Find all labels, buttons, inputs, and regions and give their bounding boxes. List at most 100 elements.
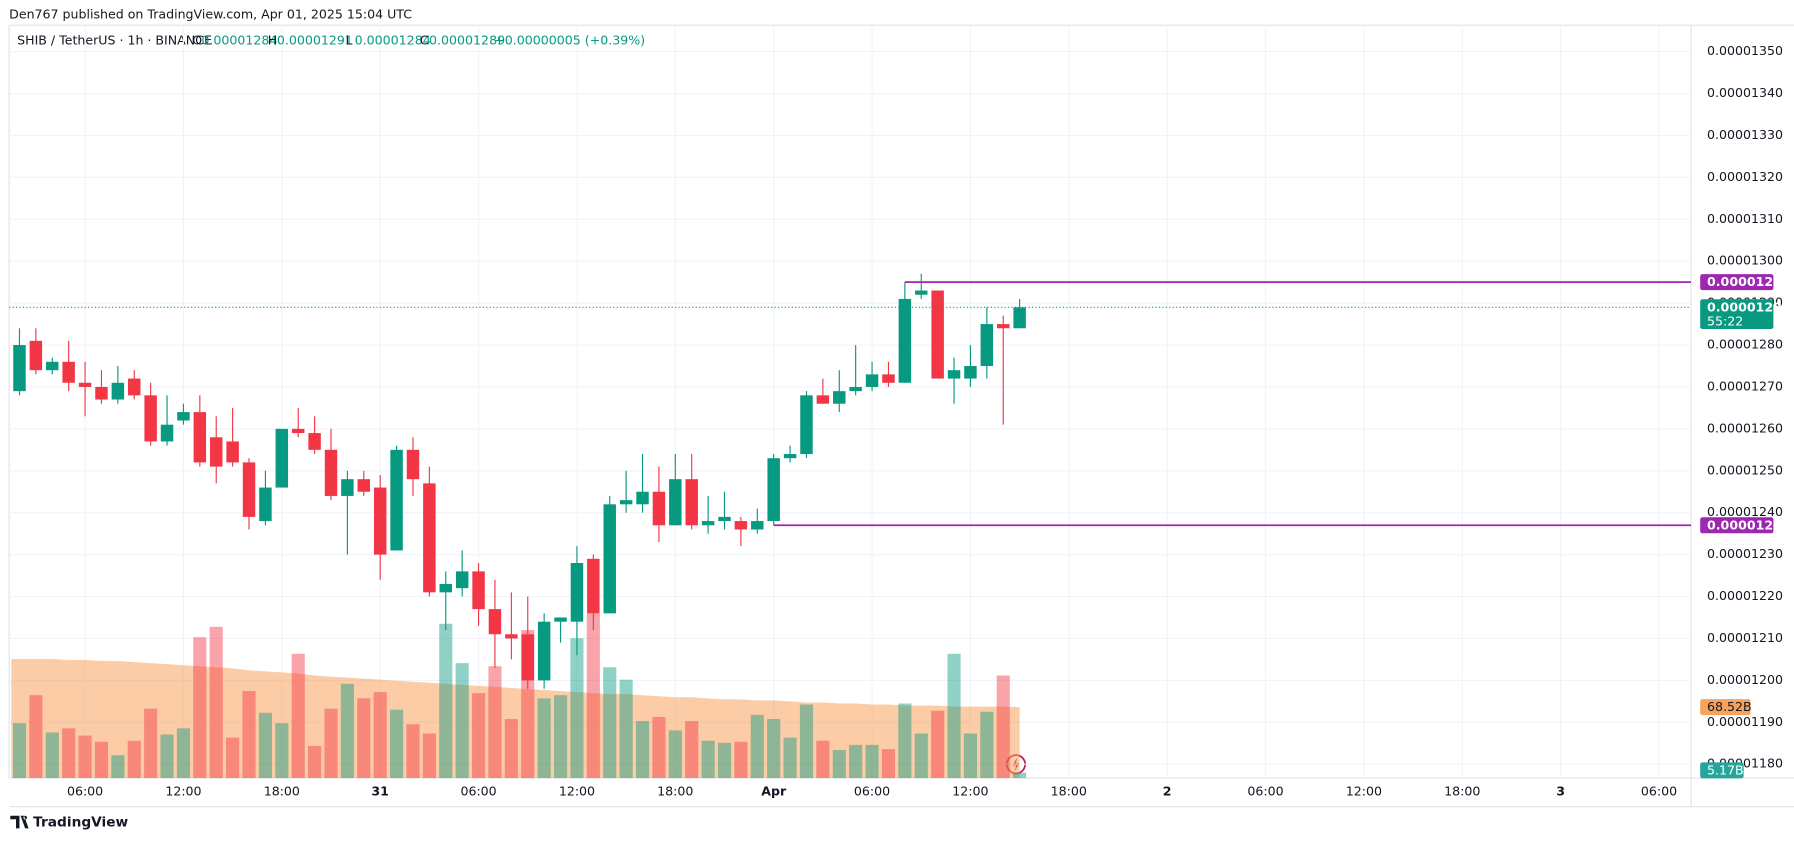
candle-body — [193, 412, 207, 463]
y-tick-label: 0.00001320 — [1707, 169, 1783, 184]
volume-bar — [340, 683, 354, 779]
candle-body — [160, 424, 174, 442]
x-tick-label: 18:00 — [657, 783, 693, 798]
ohlc-key: C — [420, 33, 429, 48]
volume-bar — [373, 692, 387, 779]
ohlc-value: 0.00001289 — [429, 33, 505, 48]
volume-bar — [832, 750, 846, 779]
volume-bar — [324, 708, 338, 779]
y-tick-label: 0.00001210 — [1707, 630, 1783, 645]
candle-body — [964, 365, 977, 379]
candle-body — [111, 382, 125, 400]
volume-bar — [472, 693, 486, 779]
x-tick-label: 06:00 — [1641, 783, 1677, 798]
volume-bar — [193, 637, 207, 779]
volume-bar — [160, 734, 174, 779]
candle-body — [537, 621, 551, 681]
level-badge — [1700, 517, 1774, 534]
y-tick-label: 0.00001270 — [1707, 378, 1783, 393]
candle-body — [767, 458, 780, 522]
volume-label: 5.17B — [1707, 762, 1744, 777]
candle-body — [701, 521, 715, 526]
volume-bar — [176, 728, 190, 779]
volume-bar — [865, 744, 879, 779]
x-tick-label: 12:00 — [559, 783, 595, 798]
candle-body — [242, 462, 256, 517]
candle-body — [980, 324, 994, 366]
candle-body — [78, 382, 92, 387]
candle-body — [521, 634, 534, 681]
volume-ma-label: 68.52B — [1707, 699, 1752, 714]
y-tick-label: 0.00001220 — [1707, 588, 1783, 603]
footer-brand: TradingView — [33, 815, 128, 831]
candle-body — [291, 428, 305, 434]
volume-bar — [62, 728, 76, 779]
volume-bar — [242, 691, 256, 779]
last-price-badge — [1700, 299, 1774, 330]
x-tick-label: 06:00 — [460, 783, 496, 798]
y-tick-label: 0.00001260 — [1707, 420, 1783, 435]
candle-body — [570, 563, 584, 622]
volume-bar — [881, 749, 896, 779]
candle-body — [718, 516, 731, 522]
y-tick-label: 0.00001240 — [1707, 504, 1783, 519]
candle-body — [619, 500, 633, 505]
candle-body — [177, 412, 190, 421]
y-tick-label: 0.00001250 — [1707, 462, 1783, 477]
candle-body — [898, 298, 912, 383]
x-tick-label: 06:00 — [67, 783, 103, 798]
volume-bar — [29, 695, 43, 779]
candle-body — [128, 378, 141, 396]
volume-bar — [78, 735, 92, 779]
volume-bar — [111, 755, 125, 779]
volume-badge — [1700, 762, 1744, 779]
volume-bar — [717, 742, 732, 779]
y-tick-label: 0.00001300 — [1707, 253, 1783, 268]
level-label: 0.00001237 — [1707, 517, 1791, 532]
candle-body — [931, 290, 944, 379]
volume-bar — [701, 740, 715, 779]
volume-bar — [439, 623, 453, 779]
y-tick-label: 0.00001330 — [1707, 127, 1783, 142]
candle-body — [505, 634, 518, 639]
volume-bar — [619, 679, 633, 779]
ohlc-key: H — [268, 33, 277, 48]
level-label: 0.00001295 — [1707, 274, 1791, 289]
candle-body — [751, 521, 764, 530]
volume-bar — [635, 721, 650, 779]
candle-body — [636, 491, 649, 505]
candle-body — [62, 361, 75, 383]
x-tick-label: 18:00 — [1051, 783, 1087, 798]
candle-body — [1013, 307, 1026, 329]
volume-bar — [914, 733, 928, 779]
candle-body — [734, 521, 748, 530]
candle-body — [669, 479, 682, 526]
volume-bar — [209, 626, 223, 779]
candle-body — [882, 374, 895, 383]
volume-bar — [504, 719, 518, 779]
volume-bar — [668, 730, 682, 779]
candle-body — [423, 483, 436, 593]
candle-body — [800, 395, 813, 455]
volume-bar — [750, 714, 764, 779]
candle-body — [13, 345, 26, 392]
candle-body — [144, 395, 157, 442]
x-tick-label: 06:00 — [854, 783, 890, 798]
volume-bar — [127, 740, 141, 779]
volume-bar — [980, 711, 994, 779]
volume-bar — [226, 737, 240, 779]
candle-body — [226, 441, 239, 463]
candle-body — [275, 428, 289, 488]
x-tick-label: 18:00 — [264, 783, 300, 798]
x-tick-label: 12:00 — [165, 783, 201, 798]
candle-body — [554, 617, 567, 622]
x-tick-label: 12:00 — [1346, 783, 1382, 798]
volume-bar — [849, 744, 863, 779]
volume-bar — [898, 703, 912, 779]
x-tick-label: 31 — [371, 783, 389, 798]
ohlc-key: O — [192, 33, 202, 48]
x-tick-label: 12:00 — [952, 783, 988, 798]
volume-bar — [767, 719, 781, 779]
x-tick-label: 2 — [1163, 783, 1172, 798]
level-badge — [1700, 274, 1774, 291]
